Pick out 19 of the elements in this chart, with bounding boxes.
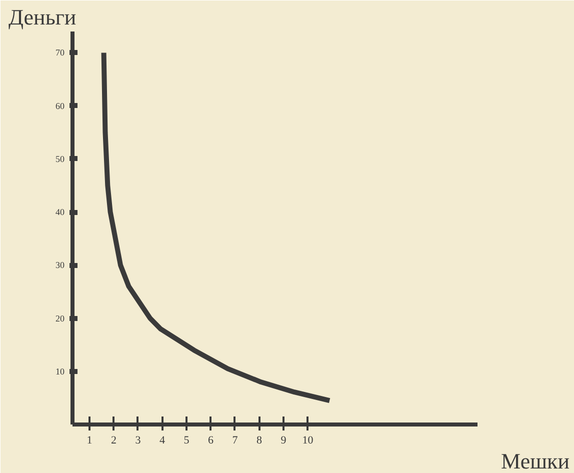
y-tick-label: 70 (56, 48, 65, 58)
x-tick-label: 8 (256, 434, 262, 446)
y-tick-label: 10 (56, 366, 65, 376)
y-tick-label: 30 (56, 260, 65, 270)
y-tick-label: 20 (56, 313, 65, 324)
y-tick-label: 40 (56, 207, 65, 218)
x-tick-label: 4 (159, 434, 166, 446)
x-tick-label: 9 (280, 434, 287, 446)
y-axis-title: Деньги (8, 4, 76, 30)
x-tick-label: 3 (135, 434, 142, 446)
y-tick-label: 60 (56, 100, 65, 111)
x-tick-label: 10 (302, 434, 314, 446)
x-tick-label: 6 (208, 434, 214, 446)
x-tick-label: 5 (184, 434, 190, 446)
x-tick-label: 2 (110, 434, 116, 446)
x-axis-title: Мешки (501, 448, 570, 473)
x-tick-label: 7 (232, 434, 238, 446)
x-tick-label: 1 (86, 434, 92, 446)
y-tick-label: 50 (56, 154, 65, 164)
